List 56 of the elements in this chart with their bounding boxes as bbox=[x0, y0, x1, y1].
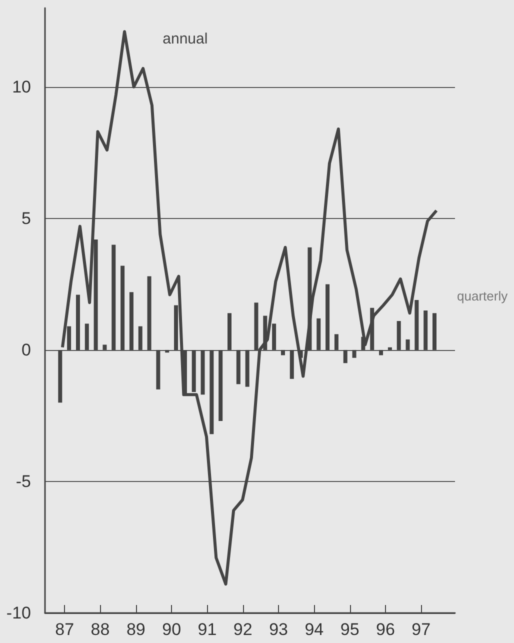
x-tick-label: 90 bbox=[162, 620, 182, 639]
bar bbox=[379, 350, 384, 356]
bar bbox=[272, 324, 276, 350]
bar bbox=[174, 305, 178, 350]
bar bbox=[102, 344, 107, 350]
y-tick-label: -10 bbox=[6, 604, 31, 622]
y-tick-label: 0 bbox=[22, 340, 31, 360]
y-tick-label: 10 bbox=[12, 77, 31, 96]
bar bbox=[280, 350, 285, 356]
bar bbox=[210, 350, 214, 434]
bar bbox=[58, 350, 62, 403]
bar bbox=[290, 350, 294, 379]
bar bbox=[352, 350, 356, 358]
bar bbox=[94, 239, 98, 350]
bar bbox=[406, 339, 410, 350]
y-tick-label: 5 bbox=[22, 208, 31, 228]
bar bbox=[245, 350, 250, 387]
x-tick-label: 92 bbox=[233, 620, 252, 639]
y-tick-label: -5 bbox=[16, 472, 31, 491]
bar bbox=[228, 313, 232, 350]
bar bbox=[343, 350, 348, 364]
bar bbox=[200, 350, 205, 395]
series-label: quarterly bbox=[457, 288, 508, 304]
x-tick-label: 89 bbox=[126, 620, 146, 639]
x-tick-label: 95 bbox=[340, 620, 360, 639]
bar bbox=[138, 326, 142, 350]
bar bbox=[432, 313, 436, 350]
bar bbox=[414, 300, 419, 350]
bar bbox=[129, 292, 134, 350]
x-tick-label: 96 bbox=[376, 620, 395, 639]
bar bbox=[120, 266, 125, 350]
x-tick-label: 91 bbox=[198, 620, 217, 639]
bar bbox=[112, 244, 116, 350]
bar bbox=[316, 318, 321, 350]
bar bbox=[396, 321, 401, 350]
bar bbox=[147, 276, 152, 350]
bar bbox=[254, 302, 258, 350]
bar bbox=[67, 326, 72, 350]
bar bbox=[334, 334, 338, 350]
x-tick-label: 97 bbox=[412, 620, 431, 639]
bar bbox=[326, 284, 330, 350]
bar bbox=[388, 347, 392, 350]
bar bbox=[84, 324, 89, 350]
bar bbox=[218, 350, 223, 421]
x-tick-label: 87 bbox=[55, 620, 74, 639]
bar bbox=[236, 350, 240, 384]
x-tick-label: 93 bbox=[269, 620, 288, 639]
bar bbox=[424, 310, 428, 350]
line-series bbox=[60, 30, 438, 586]
series-label: annual bbox=[162, 30, 208, 48]
bar bbox=[156, 350, 160, 390]
bar bbox=[165, 350, 170, 353]
bar bbox=[192, 350, 196, 392]
x-tick-label: 94 bbox=[304, 620, 324, 639]
bar bbox=[76, 294, 80, 350]
x-tick-label: 88 bbox=[90, 620, 110, 639]
